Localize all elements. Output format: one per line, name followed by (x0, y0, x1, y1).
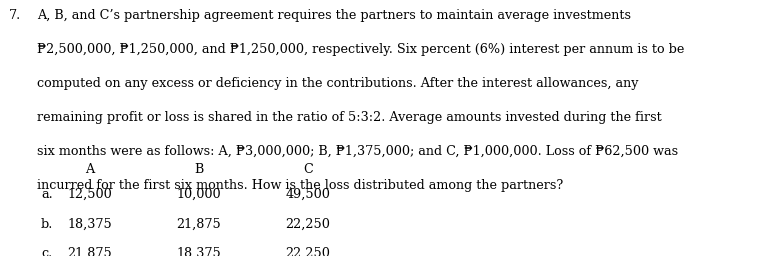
Text: 22,250: 22,250 (285, 218, 331, 231)
Text: remaining profit or loss is shared in the ratio of 5:3:2. Average amounts invest: remaining profit or loss is shared in th… (37, 111, 662, 124)
Text: 12,500: 12,500 (67, 188, 112, 201)
Text: six months were as follows: A, ₱3,000,000; B, ₱1,375,000; and C, ₱1,000,000. Los: six months were as follows: A, ₱3,000,00… (37, 145, 679, 158)
Text: b.: b. (41, 218, 53, 231)
Text: C: C (303, 163, 313, 176)
Text: A: A (85, 163, 94, 176)
Text: 7.: 7. (9, 9, 22, 22)
Text: computed on any excess or deficiency in the contributions. After the interest al: computed on any excess or deficiency in … (37, 77, 639, 90)
Text: a.: a. (41, 188, 53, 201)
Text: 49,500: 49,500 (285, 188, 331, 201)
Text: 18,375: 18,375 (67, 218, 112, 231)
Text: 21,875: 21,875 (67, 247, 112, 256)
Text: B: B (194, 163, 204, 176)
Text: 22,250: 22,250 (285, 247, 331, 256)
Text: A, B, and C’s partnership agreement requires the partners to maintain average in: A, B, and C’s partnership agreement requ… (37, 9, 632, 22)
Text: incurred for the first six months. How is the loss distributed among the partner: incurred for the first six months. How i… (37, 179, 564, 192)
Text: ₱2,500,000, ₱1,250,000, and ₱1,250,000, respectively. Six percent (6%) interest : ₱2,500,000, ₱1,250,000, and ₱1,250,000, … (37, 43, 685, 56)
Text: c.: c. (42, 247, 53, 256)
Text: 21,875: 21,875 (176, 218, 222, 231)
Text: 18,375: 18,375 (176, 247, 222, 256)
Text: 10,000: 10,000 (176, 188, 222, 201)
